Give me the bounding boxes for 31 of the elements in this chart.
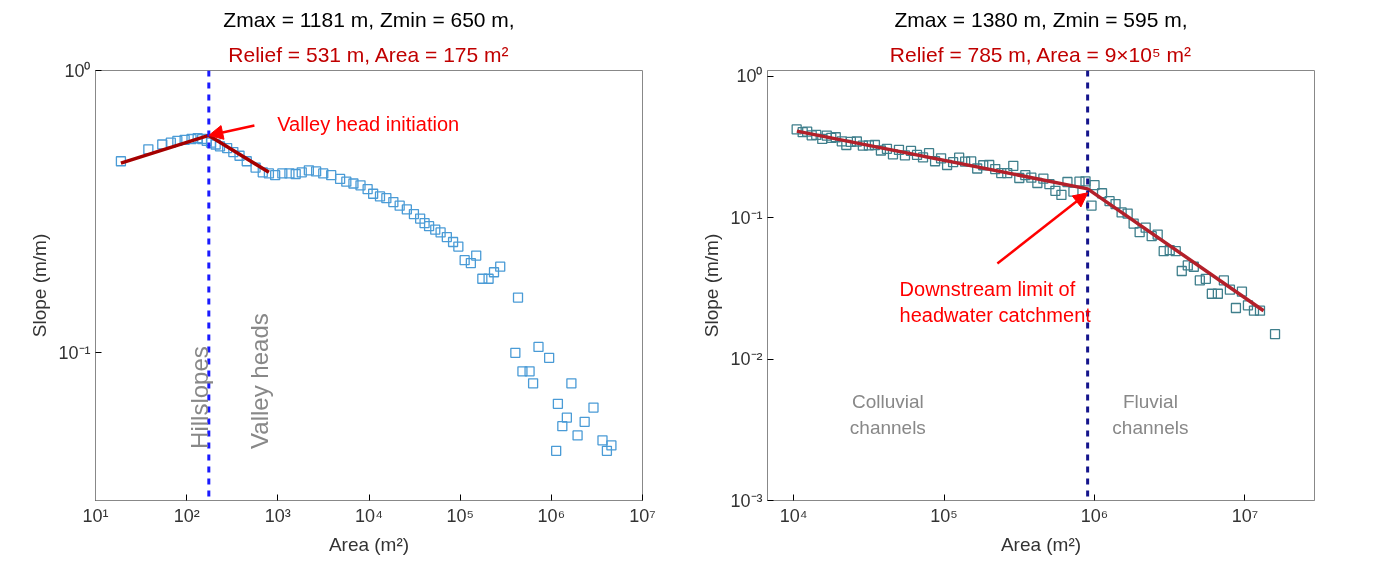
x-tick-label: 10² (173, 505, 200, 526)
x-axis-title: Area (m²) (1000, 533, 1082, 555)
y-axis-title: Slope (m/m) (29, 233, 51, 338)
annotation: Valley heads (246, 313, 274, 449)
chart-title: Zmax = 1181 m, Zmin = 650 m, (223, 7, 515, 31)
x-tick-label: 10⁷ (629, 505, 656, 526)
y-tick-label: 10⁻³ (730, 490, 763, 511)
chart-title: Zmax = 1380 m, Zmin = 595 m, (894, 7, 1188, 31)
annotation: Colluvial channels (849, 391, 926, 438)
y-tick-label: 10⁻¹ (58, 342, 91, 363)
y-tick-label: 10⁰ (64, 60, 91, 81)
x-tick-label: 10⁴ (355, 505, 383, 526)
annotation: Hillslopes (185, 346, 213, 449)
y-tick-label: 10⁰ (736, 66, 763, 87)
y-axis-title: Slope (m/m) (701, 233, 723, 338)
x-tick-label: 10¹ (82, 505, 109, 526)
y-tick-label: 10⁻¹ (730, 207, 763, 228)
x-tick-label: 10⁶ (537, 505, 566, 526)
chart-subtitle: Relief = 531 m, Area = 175 m² (228, 42, 509, 66)
annotation: Downstream limit of headwater catchment (899, 277, 1092, 326)
x-axis-title: Area (m²) (328, 533, 410, 555)
annotation: Valley head initiation (277, 113, 460, 136)
x-tick-label: 10⁷ (1231, 505, 1259, 526)
y-tick-label: 10⁻² (730, 349, 763, 370)
x-tick-label: 10³ (264, 505, 291, 526)
x-tick-label: 10⁶ (1080, 505, 1109, 526)
chart-subtitle: Relief = 785 m, Area = 9×10⁵ m² (889, 42, 1191, 66)
x-tick-label: 10⁴ (779, 505, 808, 526)
annotation: Fluvial channels (1112, 391, 1189, 438)
x-tick-label: 10⁵ (930, 505, 958, 526)
x-tick-label: 10⁵ (446, 505, 474, 526)
